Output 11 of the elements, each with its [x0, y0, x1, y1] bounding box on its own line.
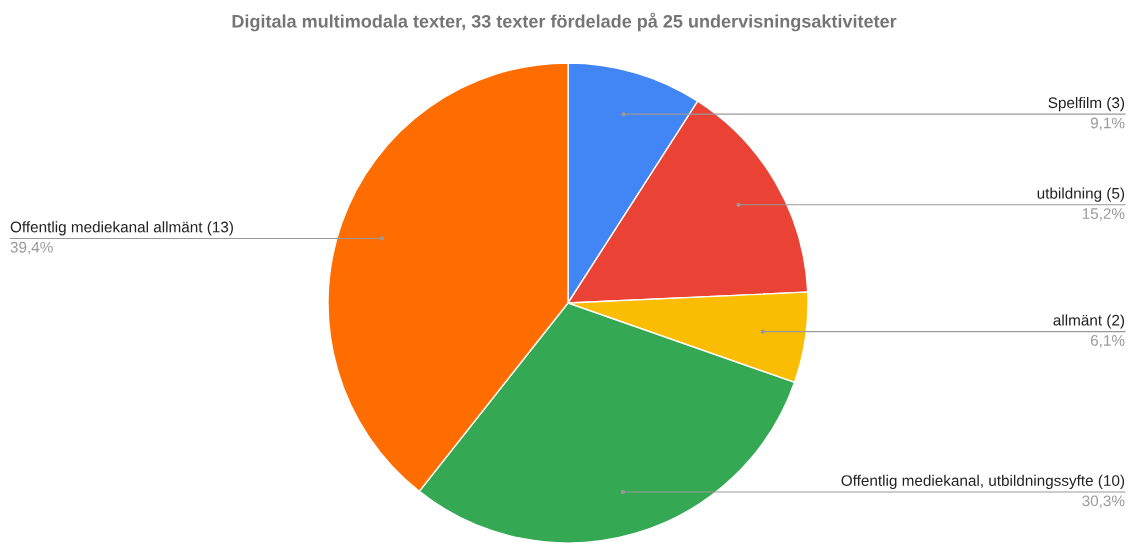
- slice-label: Spelfilm (3): [1048, 96, 1125, 112]
- data-label: 6,1%: [1090, 335, 1125, 348]
- slice-label: utbildning (5): [1037, 187, 1125, 202]
- slice-label: Offentlig mediekanal allmänt (13): [10, 221, 233, 236]
- data-label: 39,4%: [10, 241, 53, 255]
- slice-label: allmänt (2): [1053, 314, 1125, 329]
- slice-label: Offentlig mediekanal, utbildningssyfte (10): [841, 474, 1125, 489]
- data-label: 15,2%: [1082, 208, 1125, 221]
- data-label: 9,1%: [1090, 117, 1125, 131]
- data-label: 30,3%: [1082, 495, 1125, 509]
- chart-title: Digitala multimodala texter, 33 texter fördelade på 25 undervisningsaktiviteter: [232, 12, 897, 32]
